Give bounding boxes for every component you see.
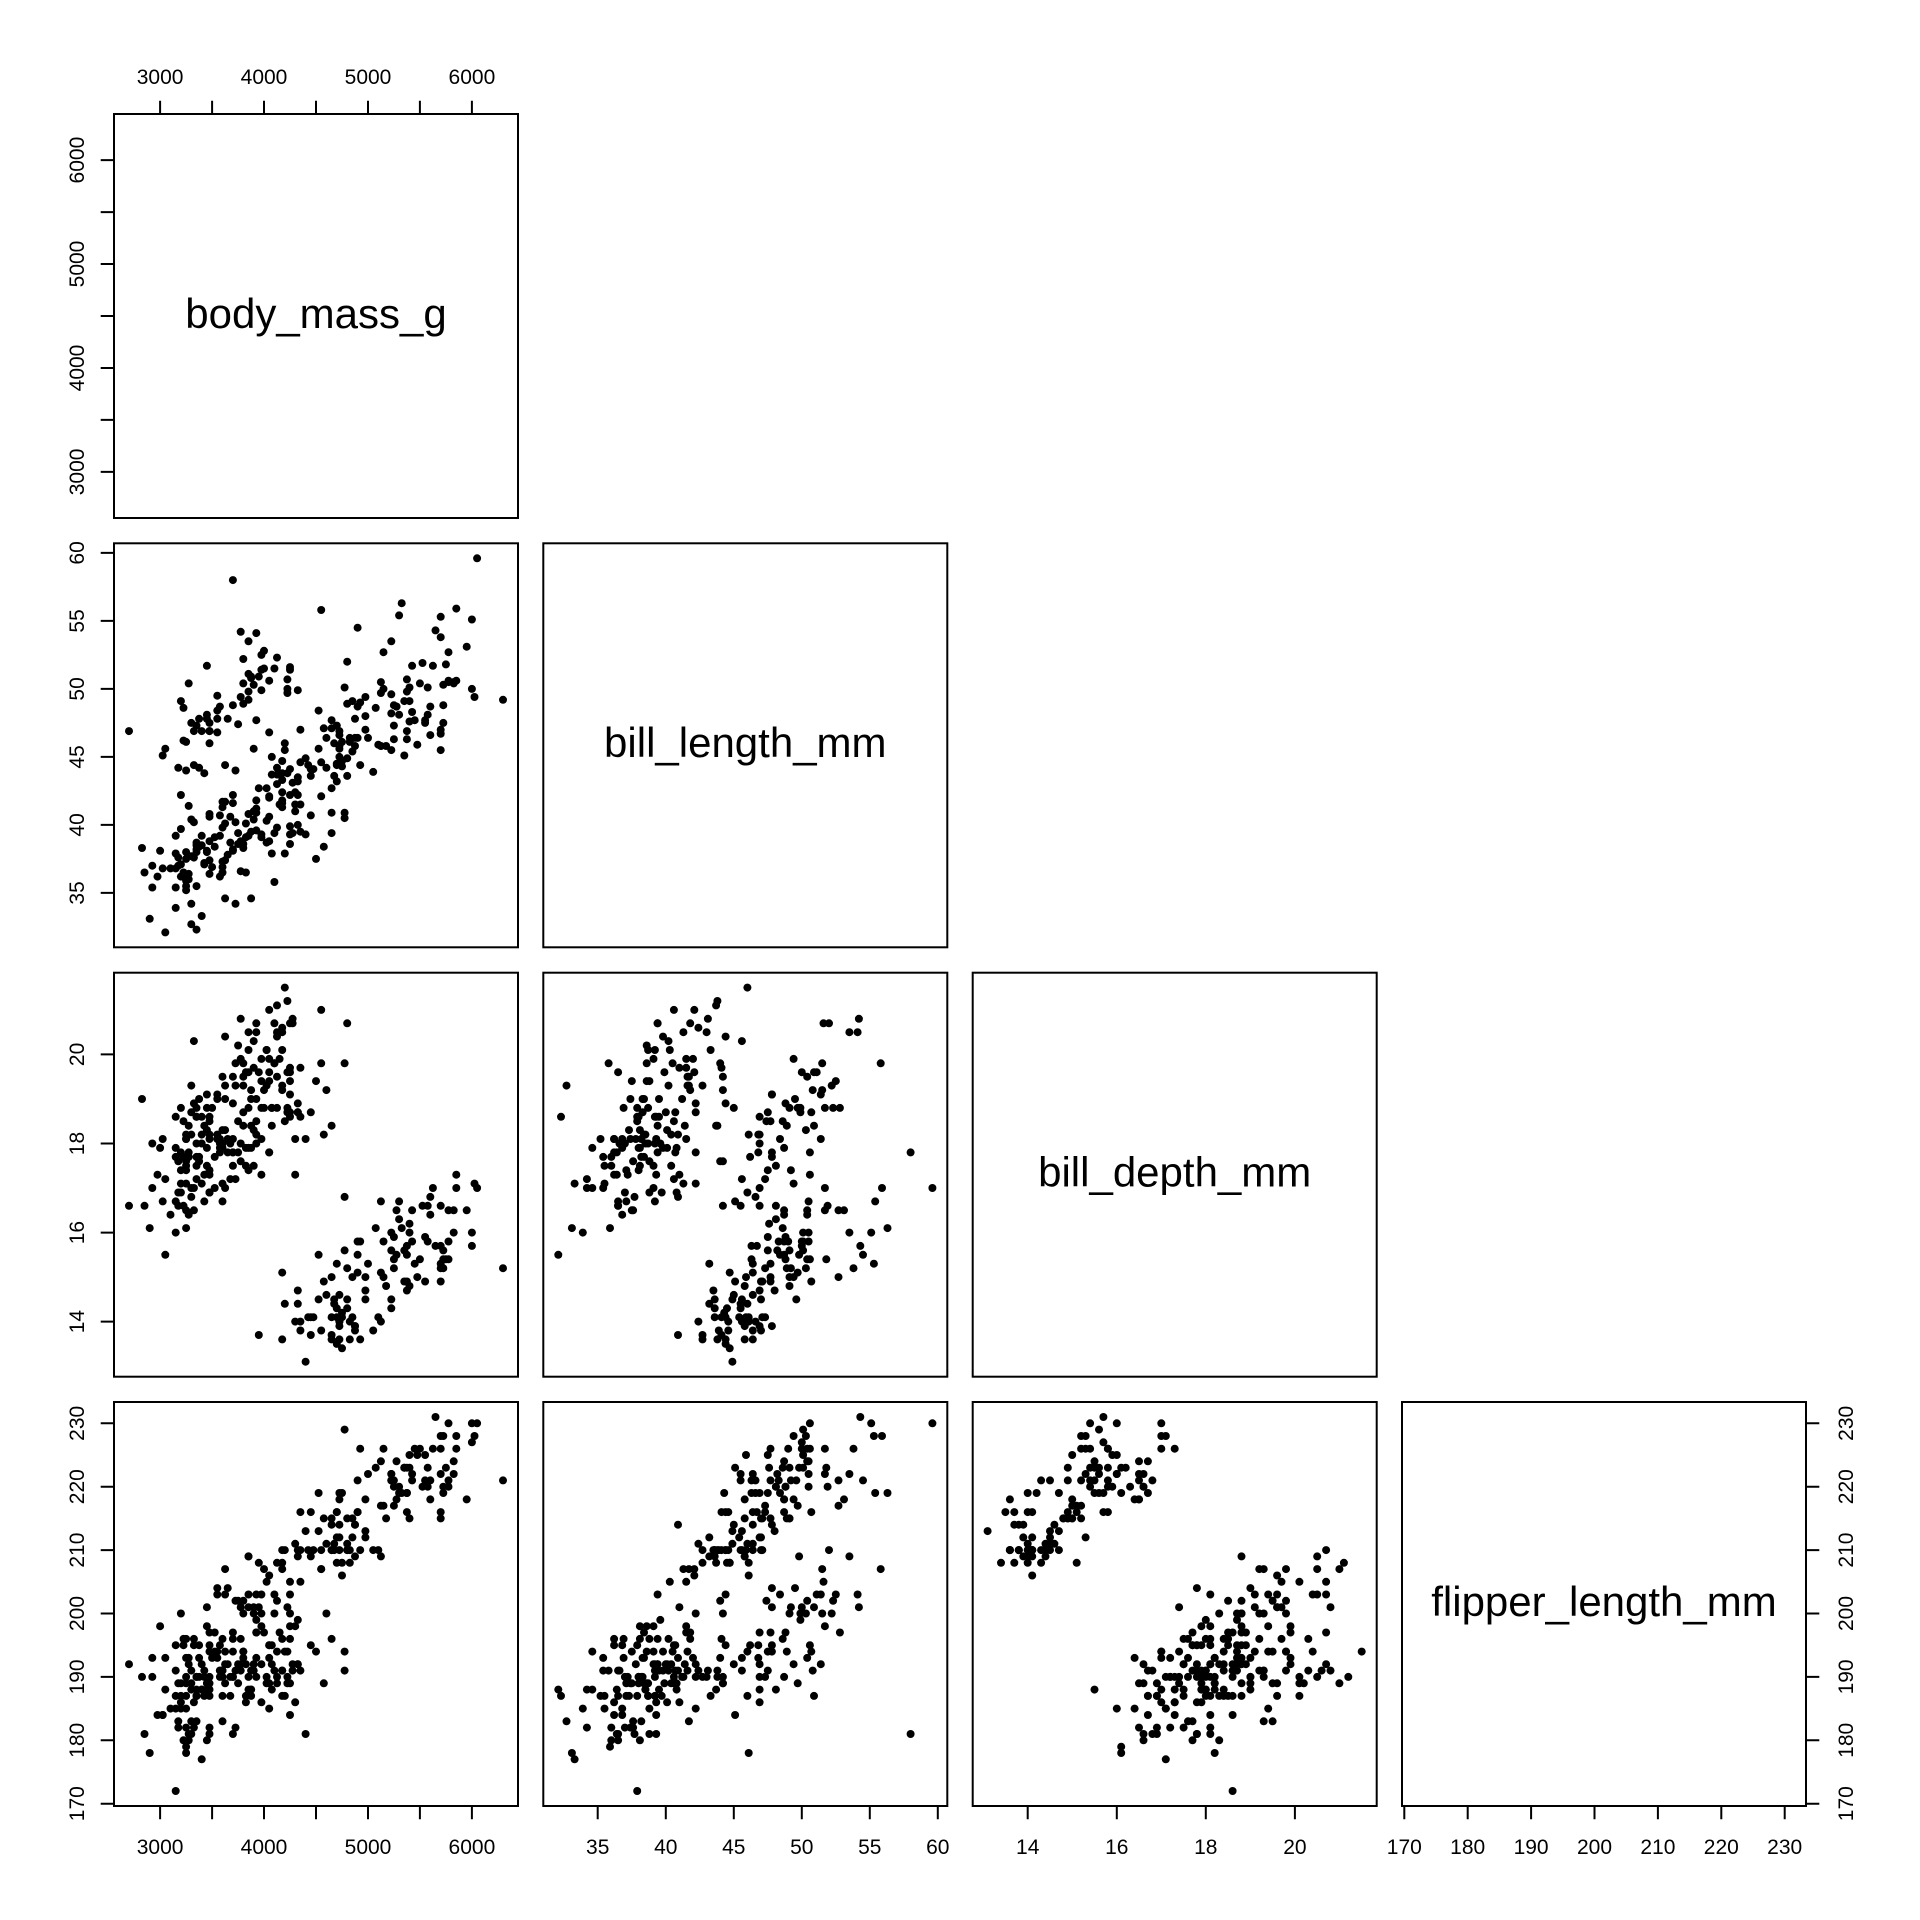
svg-text:200: 200 bbox=[1577, 1836, 1612, 1859]
svg-text:50: 50 bbox=[66, 677, 89, 700]
svg-text:4000: 4000 bbox=[241, 66, 288, 89]
svg-text:bill_length_mm: bill_length_mm bbox=[604, 719, 886, 766]
svg-text:40: 40 bbox=[66, 813, 89, 836]
svg-text:60: 60 bbox=[926, 1836, 949, 1859]
svg-text:170: 170 bbox=[1387, 1836, 1422, 1859]
svg-text:220: 220 bbox=[1704, 1836, 1739, 1859]
svg-text:210: 210 bbox=[66, 1533, 89, 1568]
svg-text:230: 230 bbox=[1835, 1406, 1858, 1441]
svg-text:35: 35 bbox=[586, 1836, 609, 1859]
svg-text:flipper_length_mm: flipper_length_mm bbox=[1431, 1578, 1777, 1625]
svg-text:55: 55 bbox=[66, 609, 89, 632]
svg-text:170: 170 bbox=[66, 1786, 89, 1821]
svg-text:60: 60 bbox=[66, 541, 89, 564]
svg-text:14: 14 bbox=[1016, 1836, 1040, 1859]
svg-text:4000: 4000 bbox=[66, 345, 89, 392]
svg-text:210: 210 bbox=[1640, 1836, 1675, 1859]
svg-text:5000: 5000 bbox=[345, 1836, 392, 1859]
svg-text:230: 230 bbox=[66, 1406, 89, 1441]
svg-text:50: 50 bbox=[790, 1836, 813, 1859]
svg-text:bill_depth_mm: bill_depth_mm bbox=[1038, 1148, 1311, 1195]
svg-text:3000: 3000 bbox=[137, 1836, 184, 1859]
svg-text:180: 180 bbox=[1835, 1723, 1858, 1758]
svg-text:40: 40 bbox=[654, 1836, 677, 1859]
svg-text:6000: 6000 bbox=[449, 66, 496, 89]
svg-text:20: 20 bbox=[66, 1043, 89, 1066]
svg-text:18: 18 bbox=[1194, 1836, 1217, 1859]
svg-text:body_mass_g: body_mass_g bbox=[185, 290, 447, 337]
svg-text:190: 190 bbox=[1835, 1659, 1858, 1694]
svg-text:200: 200 bbox=[1835, 1596, 1858, 1631]
svg-text:16: 16 bbox=[66, 1221, 89, 1244]
svg-text:35: 35 bbox=[66, 881, 89, 904]
svg-text:190: 190 bbox=[1514, 1836, 1549, 1859]
svg-text:4000: 4000 bbox=[241, 1836, 288, 1859]
svg-text:220: 220 bbox=[1835, 1469, 1858, 1504]
svg-text:45: 45 bbox=[66, 745, 89, 768]
svg-text:180: 180 bbox=[1450, 1836, 1485, 1859]
svg-text:3000: 3000 bbox=[137, 66, 184, 89]
svg-text:3000: 3000 bbox=[66, 449, 89, 496]
svg-text:210: 210 bbox=[1835, 1533, 1858, 1568]
svg-text:6000: 6000 bbox=[66, 137, 89, 184]
svg-text:5000: 5000 bbox=[66, 241, 89, 288]
svg-text:14: 14 bbox=[66, 1310, 89, 1334]
svg-text:170: 170 bbox=[1835, 1786, 1858, 1821]
svg-text:16: 16 bbox=[1105, 1836, 1128, 1859]
svg-text:230: 230 bbox=[1767, 1836, 1802, 1859]
svg-text:200: 200 bbox=[66, 1596, 89, 1631]
svg-text:55: 55 bbox=[858, 1836, 881, 1859]
svg-text:6000: 6000 bbox=[449, 1836, 496, 1859]
svg-text:45: 45 bbox=[722, 1836, 745, 1859]
svg-text:20: 20 bbox=[1283, 1836, 1306, 1859]
svg-text:190: 190 bbox=[66, 1659, 89, 1694]
svg-text:5000: 5000 bbox=[345, 66, 392, 89]
svg-text:220: 220 bbox=[66, 1469, 89, 1504]
svg-text:18: 18 bbox=[66, 1132, 89, 1155]
svg-text:180: 180 bbox=[66, 1723, 89, 1758]
